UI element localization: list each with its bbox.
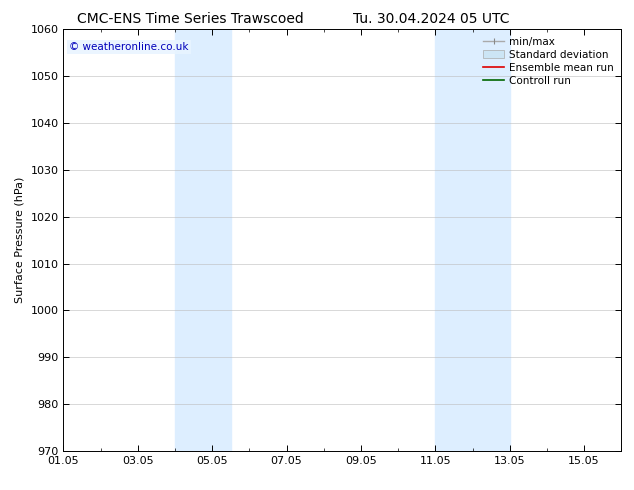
Bar bbox=[436, 29, 510, 451]
Bar bbox=[175, 29, 231, 451]
Text: © weatheronline.co.uk: © weatheronline.co.uk bbox=[69, 42, 188, 52]
Y-axis label: Surface Pressure (hPa): Surface Pressure (hPa) bbox=[15, 177, 25, 303]
Legend: min/max, Standard deviation, Ensemble mean run, Controll run: min/max, Standard deviation, Ensemble me… bbox=[479, 32, 618, 90]
Text: Tu. 30.04.2024 05 UTC: Tu. 30.04.2024 05 UTC bbox=[353, 12, 509, 26]
Text: CMC-ENS Time Series Trawscoed: CMC-ENS Time Series Trawscoed bbox=[77, 12, 304, 26]
